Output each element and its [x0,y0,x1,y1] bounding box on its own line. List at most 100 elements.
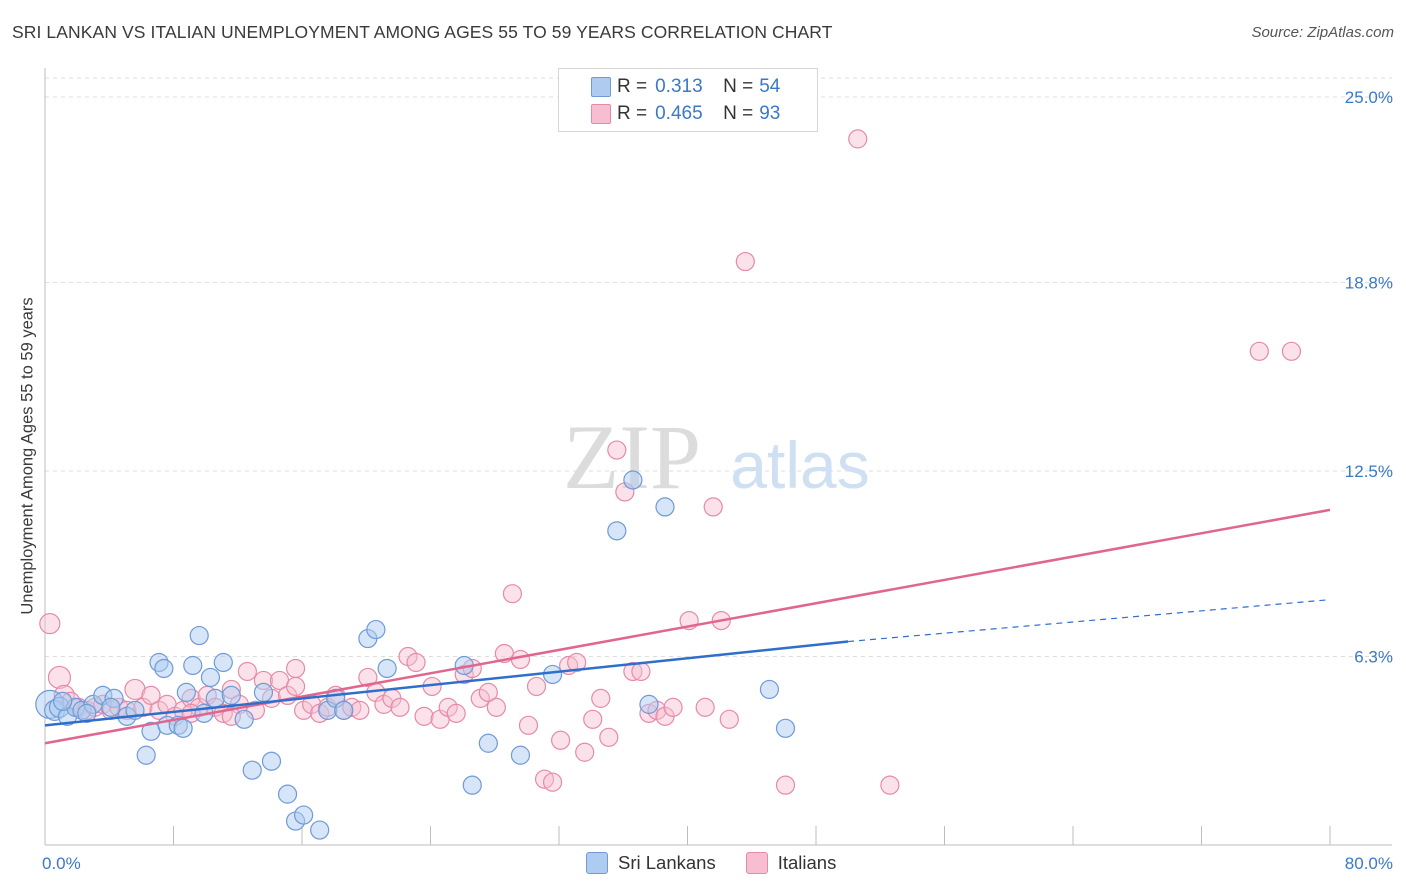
italians-point [406,652,426,673]
italians-point [39,612,61,635]
italians-point [719,709,739,729]
italians-point [446,703,466,723]
sri-lankans-point [205,688,225,708]
sri-lankans-point [377,658,397,679]
italians-point [703,497,723,517]
sri-lankans-point [101,697,121,717]
italians-point [390,697,410,717]
sri-lankans-point [639,694,659,714]
series-legend: Sri Lankans Italians [586,852,866,874]
sri-lankans-point [277,784,298,804]
sri-lankans-point [478,733,498,753]
legend-r-value: 0.313 [655,76,703,97]
italians-trend-line [44,508,1331,745]
watermark: ZIP atlas [563,406,870,508]
italians-point [518,715,539,735]
sri-lankans-point [200,667,221,688]
italians-point [575,742,595,762]
italians-point [663,697,683,717]
italians-point [1281,341,1302,361]
legend-n-value: 93 [759,103,781,124]
legend-n-label: N = [723,103,754,124]
italians-point [631,661,651,682]
sri-lankans-point [253,682,274,703]
sri-lankans-point [189,625,209,646]
legend-swatch-italians [591,104,611,124]
italians-point [567,652,587,673]
italians-point [478,682,498,703]
x-tick-label: 0.0% [42,854,81,873]
watermark-atlas: atlas [730,428,869,502]
sri-lankans-point [234,709,254,729]
sri-lankans-point [542,664,563,685]
legend-swatch-italians [745,852,768,874]
chart-title: SRI LANKAN VS ITALIAN UNEMPLOYMENT AMONG… [12,22,833,42]
italians-point [350,700,370,720]
sri-lankans-point [294,805,314,825]
italians-point [1249,341,1269,361]
source-label: Source: ZipAtlas.com [1251,24,1394,41]
italians-point [583,709,603,729]
italians-point [880,775,900,795]
italians-point [542,772,563,792]
italians-point [47,665,72,690]
sri-lankans-point [623,470,643,490]
sri-lankans-point [136,745,156,765]
italians-point [599,727,619,747]
sri-lankans-point [759,679,780,700]
sri-lankans-point [221,685,241,706]
italians-point [695,697,715,717]
sri-lankans-point [655,497,675,517]
y-tick-label: 12.5% [1345,462,1393,481]
grid-layer [45,77,1392,658]
legend-n-label: N = [723,76,754,97]
sri-lankans-point [213,652,233,673]
italians-point [414,706,434,726]
italians-point [358,667,378,688]
legend-n-value: 54 [759,76,781,97]
sri-lankans-trend-line [44,640,849,727]
sri-lankans-point [154,658,174,679]
sri-lankans-point [53,691,73,711]
italians-point [775,775,796,795]
sri-lankans-point [334,700,354,720]
y-tick-label: 6.3% [1354,648,1393,667]
sri-lankans-point [183,655,203,676]
tick-labels: 6.3% 12.5% 18.8% 25.0% 0.0% 80.0% [42,88,1393,873]
sri-lankans-point [607,521,627,541]
italians-point [526,676,547,697]
sri-lankans-point [77,703,97,723]
correlation-legend: R = 0.313 N = 54 R = 0.465 N = 93 [558,68,818,132]
italians-point [510,649,531,670]
italians-point [285,658,306,679]
italians-point [848,129,868,149]
legend-label-sri-lankans: Sri Lankans [618,852,716,873]
legend-item-sri-lankans: Sri Lankans [586,852,716,874]
italians-point [237,661,257,682]
legend-swatch-sri-lankans [591,77,611,97]
legend-item-italians: Italians [745,852,837,874]
italians-point [551,730,571,750]
legend-label-italians: Italians [777,852,837,873]
y-tick-label: 25.0% [1345,88,1393,107]
italians-point [623,661,643,682]
sri-lankans-point [775,718,796,738]
italians-point [502,584,523,604]
legend-r-label: R = [617,103,648,124]
legend-r-value: 0.465 [655,103,703,124]
legend-row-italians: R = 0.465 N = 93 [585,102,780,126]
legend-swatch-sri-lankans [586,852,608,874]
watermark-zip: ZIP [563,406,701,508]
sri-lankans-trend-extension [848,599,1331,643]
italians-point [486,697,506,717]
sri-lankans-point [242,760,262,780]
x-tick-label: 80.0% [1345,854,1393,873]
sri-lankans-point [510,745,531,765]
italians-point [285,676,306,697]
italians-point [735,251,755,272]
italians-point [591,688,611,708]
sri-lankans-point [173,718,193,738]
legend-r-label: R = [617,76,648,97]
italians-point [141,685,161,706]
